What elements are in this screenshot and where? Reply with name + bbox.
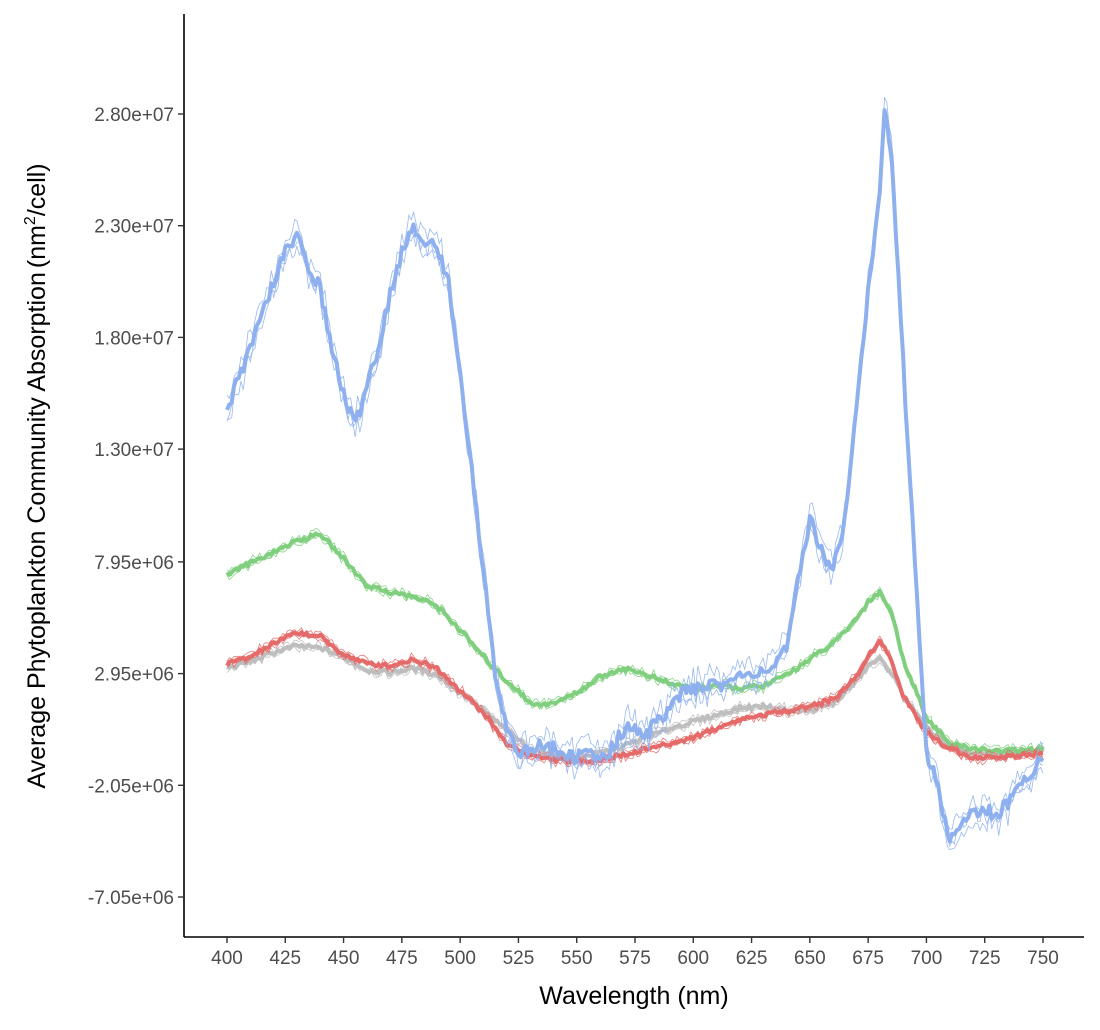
x-tick-label: 600 <box>677 948 709 969</box>
x-tick-label: 525 <box>503 948 535 969</box>
y-axis-unit-rest: /cell <box>23 172 51 216</box>
y-axis-ticks: -7.05e+06 -2.05e+06 2.95e+06 7.95e+06 1.30e+… <box>88 105 184 909</box>
x-axis-title: Wavelength (nm) <box>539 982 728 1010</box>
x-axis-ticks: 400 425 450 475 500 525 550 575 600 625 650 675 700 7… <box>211 937 1059 969</box>
x-tick-label: 575 <box>619 948 651 969</box>
x-tick-label: 475 <box>386 948 418 969</box>
x-tick-label: 550 <box>561 948 593 969</box>
y-axis-title: Average Phytoplankton Community Absorpti… <box>22 163 51 788</box>
x-tick-label: 625 <box>736 948 768 969</box>
y-tick-label: 7.95e+06 <box>94 553 174 574</box>
y-axis-title-main: Average Phytoplankton Community Absorpti… <box>23 272 51 789</box>
series-3-mean-line <box>225 108 1045 844</box>
y-axis-unit-base: nm <box>23 225 51 260</box>
y-tick-label: -7.05e+06 <box>88 888 174 909</box>
x-tick-label: 450 <box>328 948 360 969</box>
y-tick-label: 1.80e+07 <box>94 328 174 349</box>
y-tick-label: 2.30e+07 <box>94 217 174 238</box>
y-tick-label: 2.80e+07 <box>94 105 174 126</box>
x-tick-label: 400 <box>211 948 243 969</box>
x-tick-label: 675 <box>852 948 884 969</box>
series-layer <box>225 97 1045 851</box>
y-tick-label: 1.30e+07 <box>94 440 174 461</box>
x-tick-label: 500 <box>444 948 476 969</box>
x-tick-label: 700 <box>911 948 943 969</box>
series-1-mean-line <box>225 531 1045 755</box>
series-2-mean-line <box>225 630 1044 765</box>
y-axis-unit-sup: 2 <box>22 216 39 225</box>
series-3-replicate-line <box>226 112 1044 851</box>
x-tick-label: 425 <box>269 948 301 969</box>
y-tick-label: -2.05e+06 <box>88 776 174 797</box>
x-tick-label: 750 <box>1027 948 1059 969</box>
y-tick-label: 2.95e+06 <box>94 665 174 686</box>
x-tick-label: 650 <box>794 948 826 969</box>
x-tick-label: 725 <box>969 948 1001 969</box>
